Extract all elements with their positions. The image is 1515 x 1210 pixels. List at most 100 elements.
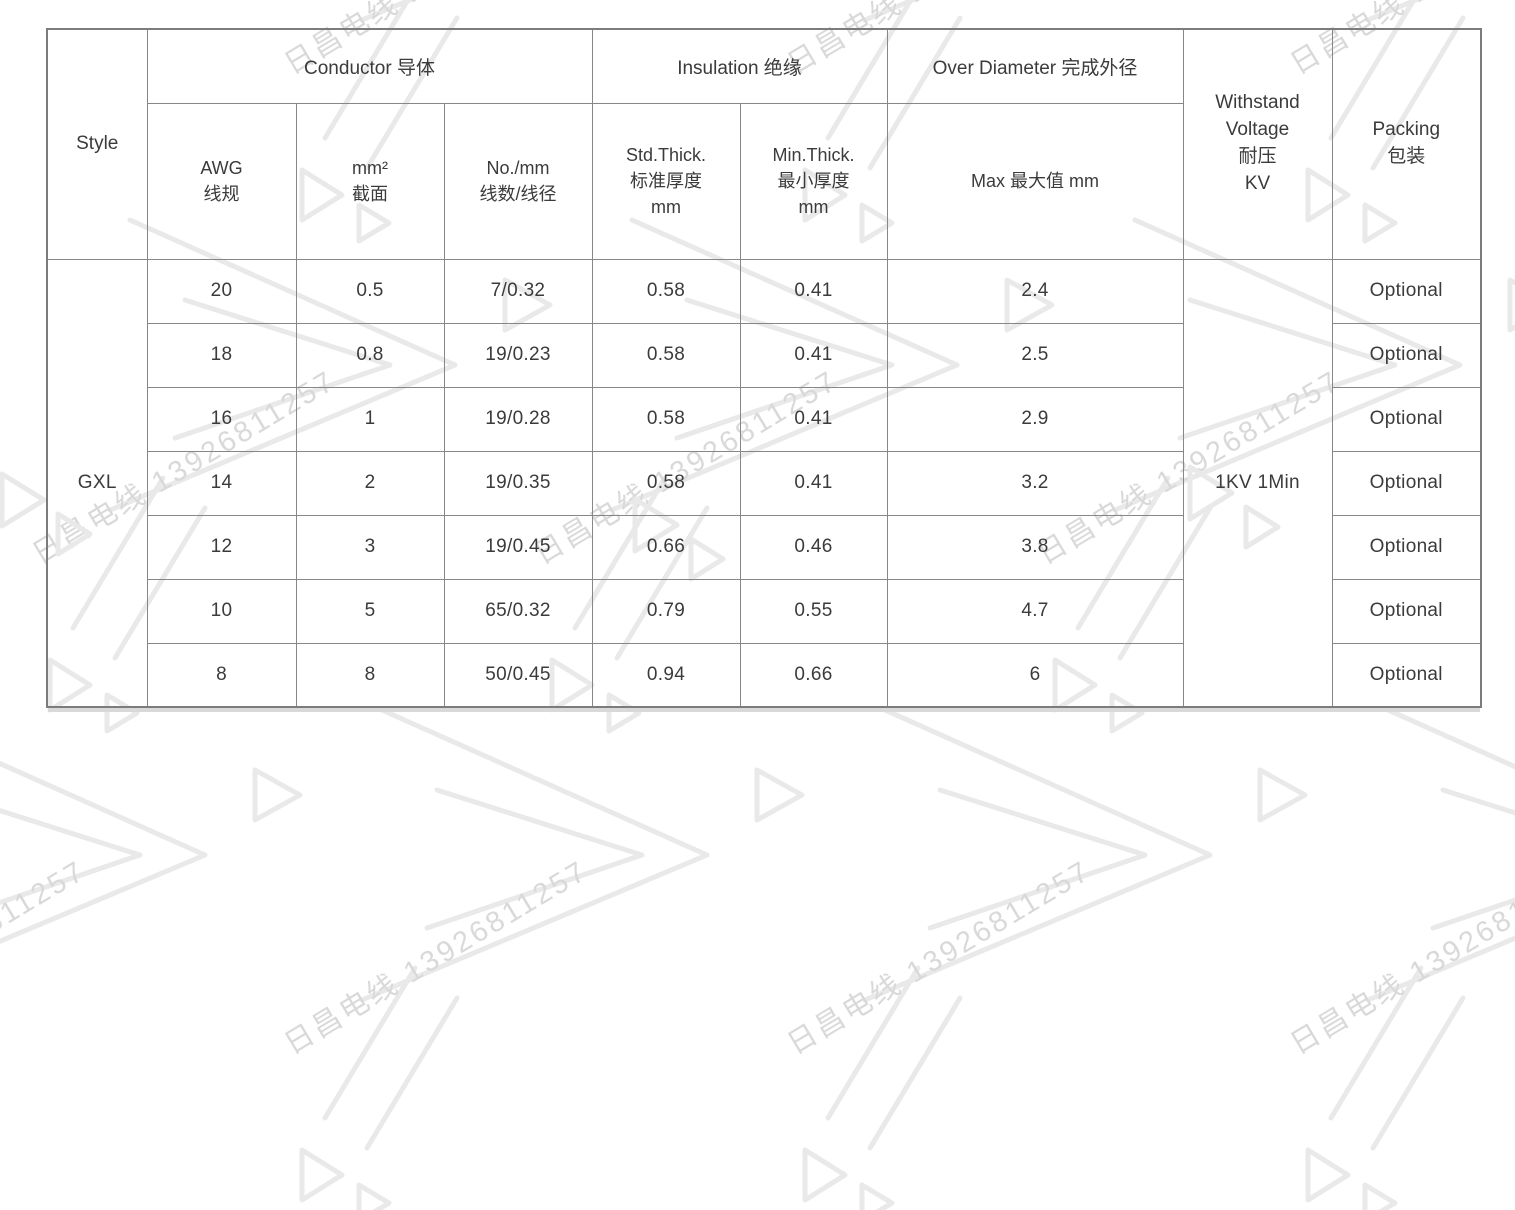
slash-line-icon — [825, 965, 921, 1121]
cell-max: 6 — [886, 642, 1184, 708]
chevron-outline-icon — [359, 0, 417, 23]
cell-packing: Optional — [1331, 322, 1482, 388]
style-value-cell: GXL — [46, 258, 148, 708]
std-thick-line-cn: 标准厚度 — [630, 170, 702, 191]
cell-max: 2.4 — [886, 258, 1184, 324]
triangle-outline-icon — [0, 471, 47, 529]
chevron-inner-outline-icon — [1430, 787, 1515, 931]
chevron-inner-outline-icon — [0, 807, 143, 906]
watermark-stamp: 日昌电线 13926811257 — [1285, 650, 1515, 1210]
triangle-outline-icon — [1305, 1147, 1351, 1203]
style-header-label: Style — [76, 133, 119, 155]
slash-line-icon — [1370, 995, 1466, 1151]
cell-awg: 8 — [146, 642, 297, 708]
watermark-text: 日昌电线 13926811257 — [279, 854, 594, 1061]
watermark-stamp: 日昌电线 13926811257 — [782, 650, 1350, 1210]
cell-packing: Optional — [1331, 642, 1482, 708]
chevron-outline-icon — [1365, 707, 1515, 1003]
header-min-thick: Min.Thick. 最小厚度 mm — [739, 102, 888, 260]
triangle-outline-icon — [859, 1182, 895, 1210]
header-packing: Packing 包装 — [1331, 28, 1482, 260]
cell-std-thick: 0.58 — [591, 386, 741, 452]
triangle-outline-icon — [1257, 767, 1308, 823]
cell-awg: 14 — [146, 450, 297, 516]
cell-no-mm: 50/0.45 — [443, 642, 593, 708]
cell-min-thick: 0.46 — [739, 514, 888, 580]
slash-line-icon — [322, 965, 418, 1121]
watermark-logo: 日昌电线 13926811257 — [1285, 707, 1515, 1210]
header-max: Max 最大值 mm — [886, 102, 1184, 260]
cell-awg: 12 — [146, 514, 297, 580]
cell-std-thick: 0.58 — [591, 322, 741, 388]
triangle-outline-icon — [299, 1147, 345, 1203]
triangle-outline-icon — [802, 1147, 848, 1203]
packing-line-cn: 包装 — [1387, 146, 1426, 168]
cell-min-thick: 0.41 — [739, 386, 888, 452]
watermark-logo: 日昌电线 13926811257 — [279, 707, 805, 1210]
cell-min-thick: 0.41 — [739, 322, 888, 388]
header-withstand-voltage: Withstand Voltage 耐压 KV — [1182, 28, 1333, 260]
triangle-outline-icon — [252, 767, 303, 823]
watermark-text: 日昌电线 13926811257 — [0, 854, 91, 1061]
header-group-over-diameter: Over Diameter 完成外径 — [886, 28, 1184, 104]
no-mm-line-cn: 线数/线径 — [479, 184, 557, 204]
cell-max: 3.8 — [886, 514, 1184, 580]
cell-std-thick: 0.58 — [591, 258, 741, 324]
chevron-outline-icon — [862, 0, 920, 23]
withstand-line-en1: Withstand — [1215, 92, 1300, 114]
cell-packing: Optional — [1331, 386, 1482, 452]
cell-packing: Optional — [1331, 258, 1482, 324]
table-row: 8 8 50/0.45 0.94 0.66 6 Optional — [47, 642, 1482, 708]
withstand-line-cn: 耐压 — [1238, 146, 1277, 168]
cell-std-thick: 0.79 — [591, 578, 741, 644]
slash-line-icon — [1328, 965, 1424, 1121]
chevron-outline-icon — [359, 707, 710, 1003]
cell-no-mm: 19/0.28 — [443, 386, 593, 452]
cell-mm2: 0.5 — [295, 258, 445, 324]
header-style: Style — [46, 28, 148, 260]
table-row: GXL 20 0.5 7/0.32 0.58 0.41 2.4 1KV 1Min… — [46, 258, 1482, 708]
cell-min-thick: 0.41 — [739, 450, 888, 516]
header-mm2: mm² 截面 — [295, 102, 445, 260]
awg-line-en: AWG — [200, 157, 243, 178]
cell-no-mm: 19/0.45 — [443, 514, 593, 580]
triangle-outline-icon — [754, 767, 805, 823]
cell-max: 2.5 — [886, 322, 1184, 388]
slash-line-icon — [867, 995, 963, 1151]
header-std-thick: Std.Thick. 标准厚度 mm — [591, 102, 741, 260]
slash-line-icon — [364, 995, 460, 1151]
cell-packing: Optional — [1331, 450, 1482, 516]
cell-packing: Optional — [1331, 578, 1482, 644]
cell-no-mm: 19/0.35 — [443, 450, 593, 516]
cell-awg: 18 — [146, 322, 297, 388]
cell-awg: 10 — [146, 578, 297, 644]
cell-min-thick: 0.66 — [739, 642, 888, 708]
cell-mm2: 3 — [295, 514, 445, 580]
header-no-mm: No./mm 线数/线径 — [443, 102, 593, 260]
cell-no-mm: 65/0.32 — [443, 578, 593, 644]
awg-line-cn: 线规 — [203, 184, 240, 204]
triangle-outline-icon — [1507, 277, 1515, 333]
over-diameter-group-label: Over Diameter 完成外径 — [932, 57, 1138, 79]
std-thick-line-unit: mm — [651, 197, 681, 218]
withstand-value-cell: 1KV 1Min — [1182, 258, 1333, 708]
cell-min-thick: 0.55 — [739, 578, 888, 644]
watermark-text: 日昌电线 13926811257 — [782, 854, 1097, 1061]
std-thick-line-en: Std.Thick. — [625, 144, 707, 165]
cell-mm2: 8 — [295, 642, 445, 708]
cell-no-mm: 19/0.23 — [443, 322, 593, 388]
cell-std-thick: 0.58 — [591, 450, 741, 516]
cell-mm2: 1 — [295, 386, 445, 452]
withstand-line-en2: Voltage — [1225, 119, 1290, 141]
watermark-logo: 日昌电线 13926811257 — [782, 707, 1308, 1210]
min-thick-line-unit: mm — [798, 197, 829, 218]
chevron-inner-outline-icon — [927, 787, 1148, 931]
chevron-outline-icon — [0, 760, 208, 944]
watermark-stamp: 日昌电线 13926811257 — [279, 650, 847, 1210]
cell-std-thick: 0.94 — [591, 642, 741, 708]
mm2-line-cn: 截面 — [352, 184, 388, 204]
no-mm-line-en: No./mm — [486, 157, 550, 178]
spec-table: Style Conductor 导体 Insulation 绝缘 Over Di… — [46, 28, 1482, 708]
conductor-group-label: Conductor 导体 — [304, 57, 435, 79]
